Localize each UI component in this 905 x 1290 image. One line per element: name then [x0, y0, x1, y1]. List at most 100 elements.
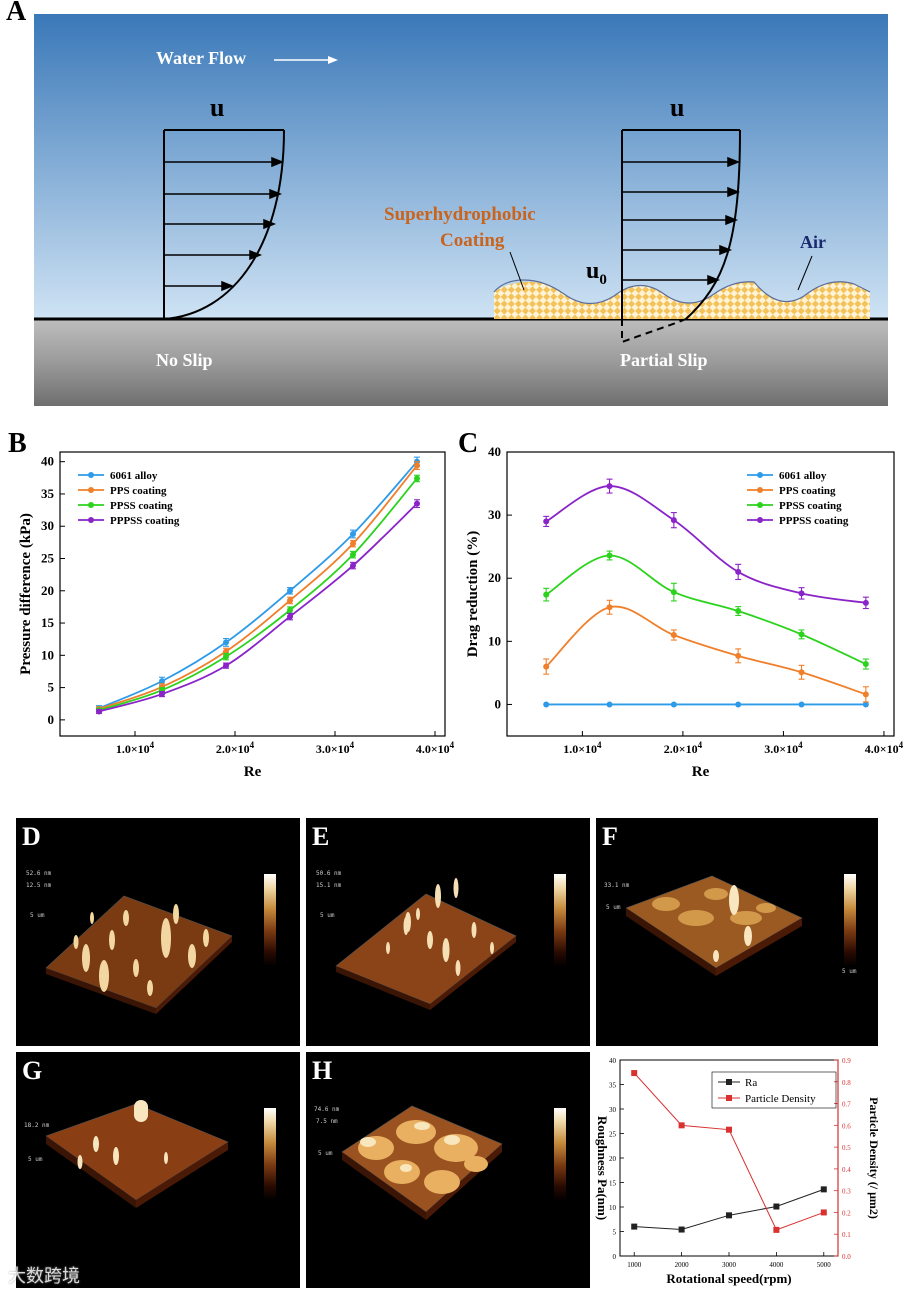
chart-i-point — [726, 1212, 732, 1219]
chart-c-point — [543, 663, 550, 670]
chart-c-point — [735, 608, 742, 615]
chart-c-ylabel: Drag reduction (%) — [465, 531, 481, 657]
afm-g-color-scale — [264, 1108, 276, 1200]
chart-b-ytick-label: 30 — [41, 518, 54, 533]
chart-b-point — [350, 540, 356, 547]
chart-i-ytick-right-label: 0.3 — [842, 1188, 851, 1196]
chart-i-ytick-right-label: 0.0 — [842, 1253, 851, 1261]
chart-b-legend-label: PPPSS coating — [110, 515, 180, 527]
chart-b-ytick-label: 20 — [41, 583, 54, 598]
panel-label-e: E — [312, 822, 330, 851]
coating-label-line1: Superhydrophobic — [384, 204, 536, 225]
chart-c-legend-label: PPPSS coating — [779, 515, 849, 527]
ground-substrate — [34, 320, 888, 406]
chart-b-series-line — [98, 461, 418, 710]
coating-pointer-line — [509, 251, 525, 291]
chart-b-xtick-label: 4.0×104 — [416, 740, 455, 756]
chart-b-legend-marker — [88, 502, 94, 508]
chart-i-ytick-left-label: 0 — [613, 1253, 617, 1261]
chart-i-ytick-right-label: 0.9 — [842, 1057, 851, 1065]
chart-i-ytick-left-label: 5 — [613, 1229, 617, 1237]
no-slip-label: No Slip — [156, 350, 213, 370]
chart-c-ytick-label: 0 — [495, 696, 502, 711]
chart-c-point — [606, 701, 613, 708]
chart-b-point — [350, 551, 356, 558]
chart-c-point — [670, 701, 677, 708]
chart-i-point — [726, 1126, 732, 1133]
afm-g-height-max: 18.2 nm — [24, 1122, 50, 1129]
chart-i-ytick-left-label: 25 — [609, 1131, 617, 1139]
chart-b-point — [223, 653, 229, 660]
chart-b-point — [287, 613, 293, 620]
chart-b-point — [414, 475, 420, 482]
chart-i-xtick-label: 2000 — [675, 1261, 690, 1269]
chart-b-point — [350, 562, 356, 569]
chart-i-ytick-left-label: 15 — [609, 1180, 617, 1188]
chart-c-xlabel: Re — [692, 764, 710, 780]
schematic-panel: Water Flow u No Slip Superhydrophobic Co… — [34, 14, 888, 406]
afm-panel-d: D 52.6 nm 12.5 nm 5 um — [16, 818, 300, 1046]
afm-h-height-sub: 7.5 nm — [316, 1118, 338, 1125]
water-flow-arrow-icon — [274, 56, 338, 64]
chart-c-ytick-label: 30 — [488, 507, 501, 522]
afm-h-height-max: 74.6 nm — [314, 1106, 340, 1113]
slip-velocity-label: u0 — [586, 258, 607, 288]
chart-i-ytick-right-label: 0.2 — [842, 1209, 851, 1217]
chart-b-xlabel: Re — [244, 764, 262, 780]
chart-b-legend-marker — [88, 487, 94, 493]
chart-i-ytick-left-label: 40 — [609, 1057, 617, 1065]
chart-c-point — [543, 518, 550, 525]
afm-d-height-sub: 12.5 nm — [26, 882, 52, 889]
chart-c-xtick-label: 2.0×104 — [664, 740, 703, 756]
panel-label-d: D — [22, 822, 41, 851]
afm-h-color-scale — [554, 1108, 566, 1200]
panel-label-c: C — [458, 428, 479, 459]
chart-c-point — [670, 632, 677, 639]
chart-c-ytick-label: 10 — [488, 633, 501, 648]
afm-d-height-max: 52.6 nm — [26, 870, 52, 877]
chart-c-point — [735, 652, 742, 659]
air-pointer-line — [797, 255, 813, 291]
chart-b-series-line — [98, 502, 418, 713]
chart-b-legend-label: 6061 alloy — [110, 470, 158, 482]
chart-i-ytick-left-label: 35 — [609, 1082, 617, 1090]
pressure-difference-chart: 0 5 10 15 20 25 30 35 40 1.0×104 2.0×104 3.0×104 4.0… — [18, 451, 455, 780]
panel-label-h: H — [312, 1056, 333, 1085]
chart-i-point — [631, 1070, 638, 1077]
afm-h-surface — [341, 1105, 503, 1220]
coating-label-line2: Coating — [440, 230, 505, 251]
chart-b-frame — [59, 451, 446, 737]
afm-f-axis-unit-x: 5 um — [842, 968, 857, 975]
afm-h-axis-unit: 5 um — [318, 1150, 333, 1157]
chart-c-legend-label: 6061 alloy — [779, 470, 827, 482]
chart-c-point — [735, 568, 742, 575]
air-label: Air — [800, 232, 826, 252]
chart-b-ytick-label: 15 — [41, 615, 55, 630]
afm-e-height-sub: 15.1 nm — [316, 882, 342, 889]
chart-i-background — [590, 1052, 905, 1290]
chart-c-xtick-label: 1.0×104 — [563, 740, 602, 756]
afm-d-surface — [45, 895, 233, 1014]
chart-c-xtick-label: 4.0×104 — [865, 740, 904, 756]
chart-b-point — [223, 639, 229, 646]
water-flow-label: Water Flow — [156, 48, 246, 68]
chart-b-point — [96, 708, 102, 715]
chart-c-point — [798, 701, 805, 708]
velocity-label-left: u — [210, 93, 224, 122]
chart-i-ytick-right-label: 0.1 — [842, 1231, 851, 1239]
chart-c-legend-marker — [757, 487, 763, 493]
velocity-label-right: u — [670, 93, 684, 122]
chart-i-ytick-left-label: 10 — [609, 1204, 617, 1212]
afm-panel-f: F 33.1 nm 5 um 5 um — [596, 818, 878, 1046]
chart-i-xtick-label: 4000 — [769, 1261, 784, 1269]
chart-c-series-line — [545, 554, 867, 665]
chart-b-legend-label: PPS coating — [110, 485, 167, 497]
chart-i-ytick-right-label: 0.5 — [842, 1144, 851, 1152]
panel-label-g: G — [22, 1056, 43, 1085]
air-layer — [493, 279, 871, 305]
chart-i-ytick-right-label: 0.4 — [842, 1166, 851, 1174]
chart-c-ytick-label: 20 — [488, 570, 501, 585]
chart-i-legend-marker — [726, 1095, 732, 1101]
afm-f-color-scale — [844, 874, 856, 966]
chart-i-point — [820, 1209, 827, 1216]
